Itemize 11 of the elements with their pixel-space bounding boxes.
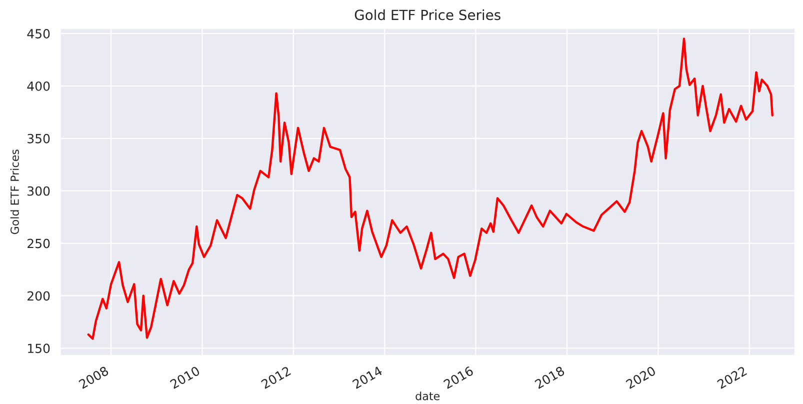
y-tick-label: 150 <box>28 344 50 354</box>
y-tick-label: 400 <box>27 81 50 91</box>
y-tick-label: 200 <box>28 291 50 301</box>
y-tick-label: 250 <box>28 238 50 248</box>
y-tick-label: 350 <box>28 134 50 144</box>
x-axis-title: date <box>416 392 440 400</box>
chart-title: Gold ETF Price Series <box>354 9 500 20</box>
y-tick-label: 450 <box>27 28 50 38</box>
y-tick-label: 300 <box>28 186 50 196</box>
y-axis-title: Gold ETF Prices <box>10 150 19 234</box>
line-series <box>87 38 774 340</box>
